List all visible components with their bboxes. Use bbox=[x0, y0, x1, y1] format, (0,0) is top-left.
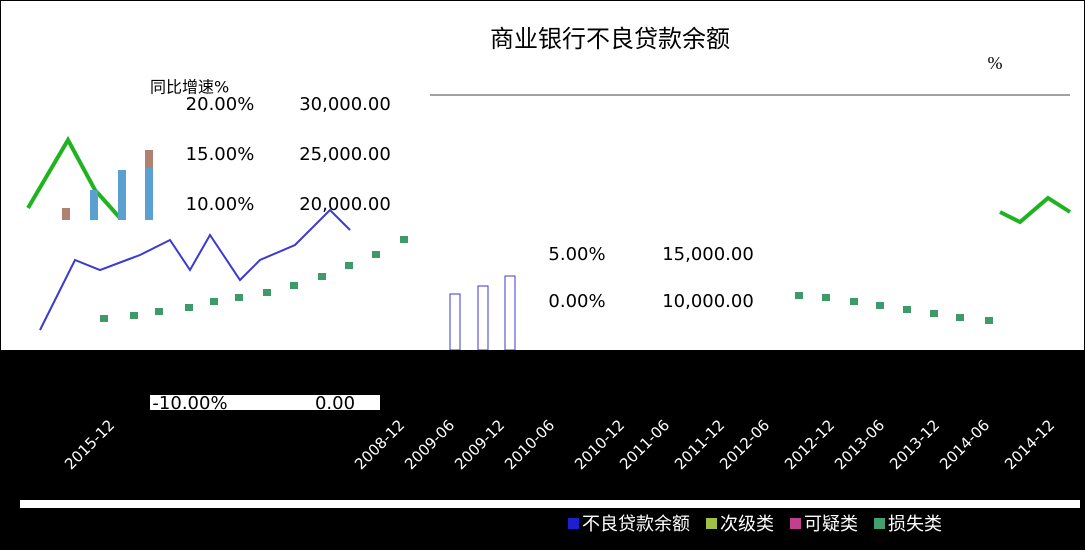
legend-label: 可疑类 bbox=[804, 514, 858, 535]
value-tick-label: 10,000.00 bbox=[662, 291, 754, 312]
percent-tick-label: -10.00% bbox=[152, 393, 227, 414]
value-tick-label: 15,000.00 bbox=[662, 244, 754, 265]
green-line bbox=[26, 135, 122, 220]
percent-tick-label: 10.00% bbox=[186, 194, 255, 215]
glitch-band bbox=[0, 410, 1085, 550]
blue-line bbox=[39, 208, 351, 331]
axis-label: 同比增速% bbox=[150, 78, 229, 97]
legend-label: 次级类 bbox=[720, 514, 774, 535]
legend-swatch bbox=[874, 518, 885, 529]
glitch-band bbox=[150, 395, 380, 410]
legend-swatch bbox=[706, 518, 717, 529]
percent-tick-label: 20.00% bbox=[186, 94, 255, 115]
value-tick-label: 25,000.00 bbox=[299, 144, 391, 165]
value-tick-label: 20,000.00 bbox=[299, 194, 391, 215]
percent-tick-label: 15.00% bbox=[186, 144, 255, 165]
value-tick-label: 30,000.00 bbox=[299, 94, 391, 115]
percent-tick-label: 0.00% bbox=[548, 291, 605, 312]
value-tick-label: 0.00 bbox=[315, 393, 355, 414]
legend-label: 不良贷款余额 bbox=[582, 514, 690, 535]
unit: % bbox=[988, 53, 1003, 73]
green-line bbox=[999, 195, 1072, 225]
legend-label: 损失类 bbox=[888, 514, 942, 535]
legend-swatch bbox=[568, 518, 579, 529]
glitch-band bbox=[20, 500, 1080, 508]
legend-swatch bbox=[790, 518, 801, 529]
chart-title: 商业银行不良贷款余额 bbox=[490, 25, 730, 53]
percent-tick-label: 5.00% bbox=[548, 244, 605, 265]
markers bbox=[100, 236, 993, 324]
